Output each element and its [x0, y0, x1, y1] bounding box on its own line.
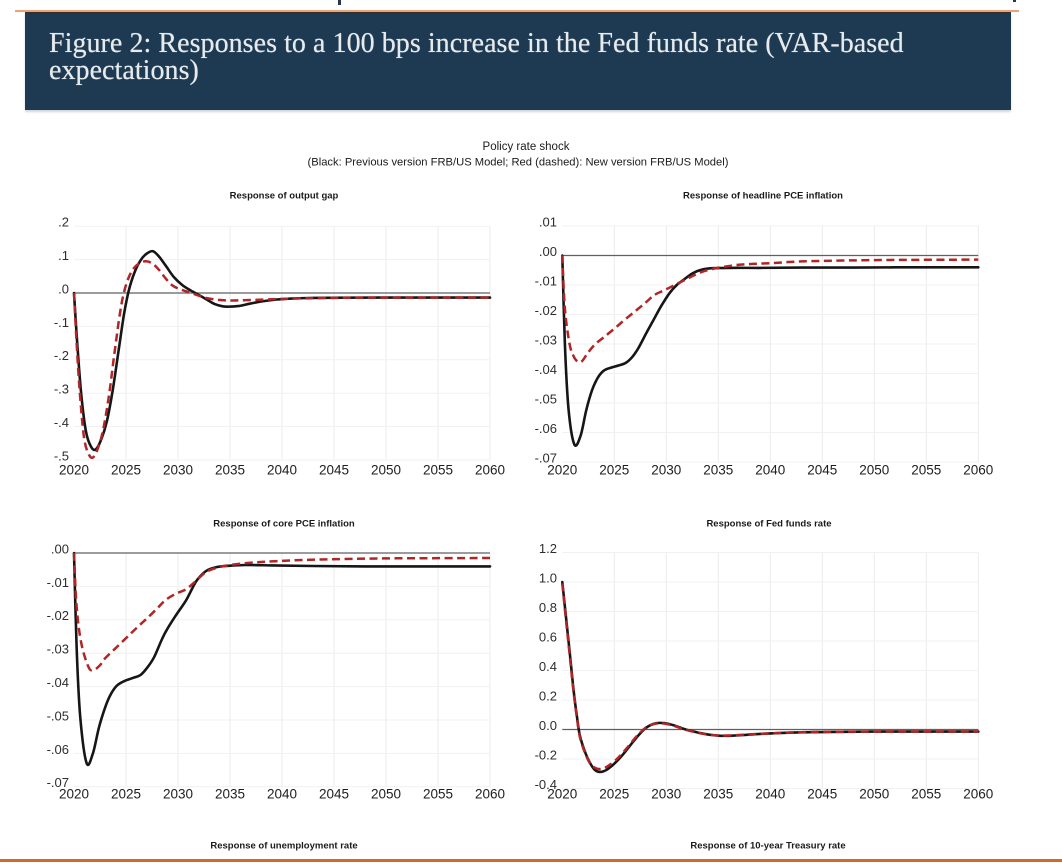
svg-text:.2: .2: [58, 215, 69, 230]
svg-text:(Black: Previous version FRB/U: (Black: Previous version FRB/US Model; R…: [308, 156, 729, 168]
svg-text:-.05: -.05: [535, 391, 557, 406]
svg-text:2050: 2050: [371, 463, 401, 478]
svg-text:-0.4: -0.4: [535, 777, 557, 792]
svg-text:0.0: 0.0: [539, 718, 557, 733]
svg-text:-.05: -.05: [47, 708, 69, 723]
svg-text:2050: 2050: [371, 787, 401, 802]
svg-text:2030: 2030: [163, 463, 193, 478]
svg-text:0.2: 0.2: [539, 688, 557, 703]
svg-text:-.07: -.07: [535, 450, 557, 465]
svg-text:-.03: -.03: [535, 332, 557, 347]
svg-text:2040: 2040: [267, 463, 297, 478]
svg-text:-.5: -.5: [54, 448, 69, 463]
svg-text:2050: 2050: [859, 463, 889, 478]
svg-text:1.2: 1.2: [539, 541, 557, 556]
svg-text:2060: 2060: [475, 787, 505, 802]
svg-text:2045: 2045: [319, 463, 349, 478]
svg-text:2060: 2060: [963, 463, 993, 478]
svg-text:2040: 2040: [755, 463, 785, 478]
svg-text:.01: .01: [539, 214, 557, 229]
svg-text:2035: 2035: [703, 463, 733, 478]
svg-text:-.04: -.04: [47, 675, 69, 690]
svg-text:.1: .1: [58, 248, 69, 263]
svg-text:2050: 2050: [859, 787, 889, 802]
svg-text:2045: 2045: [807, 787, 837, 802]
svg-text:2030: 2030: [651, 787, 681, 802]
svg-text:2025: 2025: [599, 787, 629, 802]
svg-text:-.02: -.02: [47, 608, 69, 623]
svg-text:Response of Fed funds rate: Response of Fed funds rate: [706, 519, 831, 530]
svg-text:Response of unemployment rate: Response of unemployment rate: [210, 841, 357, 852]
svg-text:.00: .00: [539, 244, 557, 259]
svg-text:2040: 2040: [267, 787, 297, 802]
svg-text:2035: 2035: [215, 787, 245, 802]
svg-text:-.01: -.01: [47, 575, 69, 590]
svg-text:0.4: 0.4: [539, 659, 557, 674]
svg-text:1.0: 1.0: [539, 570, 557, 585]
svg-text:2045: 2045: [319, 787, 349, 802]
svg-text:2025: 2025: [111, 463, 141, 478]
svg-text:2055: 2055: [423, 787, 453, 802]
svg-text:0.6: 0.6: [539, 629, 557, 644]
svg-text:-.04: -.04: [535, 362, 557, 377]
svg-text:-0.2: -0.2: [535, 747, 557, 762]
svg-text:Response of core PCE inflation: Response of core PCE inflation: [213, 519, 355, 530]
svg-text:-.03: -.03: [47, 642, 69, 657]
svg-text:Response of 10-year Treasury r: Response of 10-year Treasury rate: [690, 841, 845, 852]
svg-text:2035: 2035: [215, 463, 245, 478]
svg-text:2025: 2025: [599, 463, 629, 478]
svg-text:-.3: -.3: [54, 382, 69, 397]
svg-text:-.1: -.1: [54, 315, 69, 330]
svg-text:2030: 2030: [163, 787, 193, 802]
svg-text:Response of headline PCE infla: Response of headline PCE inflation: [683, 191, 843, 202]
svg-text:2020: 2020: [547, 787, 577, 802]
svg-text:-.06: -.06: [535, 421, 557, 436]
svg-text:.00: .00: [51, 541, 69, 556]
svg-text:2060: 2060: [475, 463, 505, 478]
svg-text:2060: 2060: [963, 787, 993, 802]
svg-text:2030: 2030: [651, 463, 681, 478]
svg-text:Policy rate shock: Policy rate shock: [483, 141, 570, 153]
svg-text:2020: 2020: [547, 463, 577, 478]
svg-text:-.4: -.4: [54, 415, 69, 430]
svg-text:2045: 2045: [807, 463, 837, 478]
svg-text:-.2: -.2: [54, 348, 69, 363]
svg-text:-.02: -.02: [535, 303, 557, 318]
svg-text:-.01: -.01: [535, 273, 557, 288]
svg-text:2040: 2040: [755, 787, 785, 802]
svg-text:2025: 2025: [111, 787, 141, 802]
svg-text:0.8: 0.8: [539, 600, 557, 615]
svg-text:2020: 2020: [59, 787, 89, 802]
svg-text:.0: .0: [58, 281, 69, 296]
svg-text:-.07: -.07: [47, 775, 69, 790]
svg-text:Response of output gap: Response of output gap: [230, 191, 339, 202]
svg-text:2055: 2055: [911, 463, 941, 478]
svg-text:2035: 2035: [703, 787, 733, 802]
svg-text:-.06: -.06: [47, 742, 69, 757]
svg-text:2055: 2055: [911, 787, 941, 802]
svg-text:2020: 2020: [59, 463, 89, 478]
svg-text:2055: 2055: [423, 463, 453, 478]
